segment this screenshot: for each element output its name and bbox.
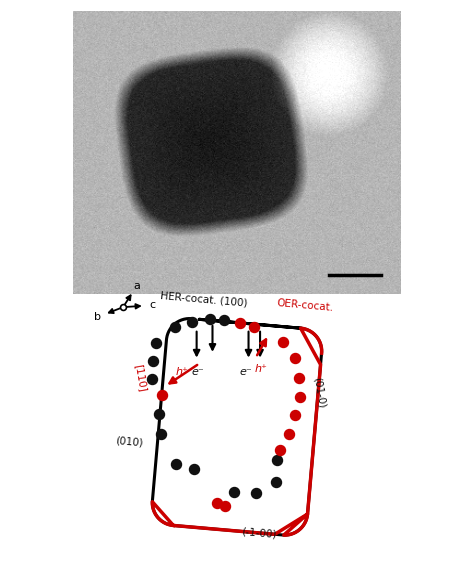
Point	[153, 339, 160, 348]
Point	[206, 314, 213, 323]
Point	[190, 464, 198, 473]
Text: OER-cocat.: OER-cocat.	[276, 298, 334, 313]
Point	[276, 445, 284, 455]
Text: e⁻: e⁻	[191, 367, 204, 377]
Text: b: b	[94, 312, 101, 322]
Text: (-1-00): (-1-00)	[241, 526, 276, 540]
Point	[213, 498, 220, 508]
Point	[230, 487, 238, 496]
Text: h⁺: h⁺	[255, 364, 268, 374]
Point	[157, 429, 164, 439]
Point	[155, 409, 163, 419]
Point	[189, 317, 196, 326]
Point	[297, 392, 304, 401]
Point	[273, 456, 281, 465]
Point	[295, 373, 303, 383]
Point	[173, 460, 180, 469]
Text: [110]: [110]	[134, 363, 148, 392]
Text: c: c	[149, 300, 155, 310]
Point	[291, 411, 299, 420]
Point	[291, 353, 299, 362]
Point	[150, 356, 157, 365]
Text: a: a	[133, 281, 140, 291]
Text: (01-0): (01-0)	[312, 376, 327, 408]
Point	[220, 315, 228, 324]
Text: (010): (010)	[115, 435, 143, 448]
Point	[236, 319, 244, 328]
Point	[158, 391, 166, 400]
Point	[222, 501, 229, 510]
Text: e⁻: e⁻	[239, 367, 252, 377]
Point	[251, 323, 258, 332]
Point	[171, 323, 179, 332]
Text: h⁺: h⁺	[176, 367, 189, 377]
Point	[285, 429, 293, 439]
Text: HER-cocat. (100): HER-cocat. (100)	[160, 291, 248, 308]
Point	[252, 489, 260, 498]
Point	[148, 375, 156, 384]
Point	[279, 337, 287, 347]
Point	[119, 303, 127, 312]
Point	[272, 477, 280, 486]
